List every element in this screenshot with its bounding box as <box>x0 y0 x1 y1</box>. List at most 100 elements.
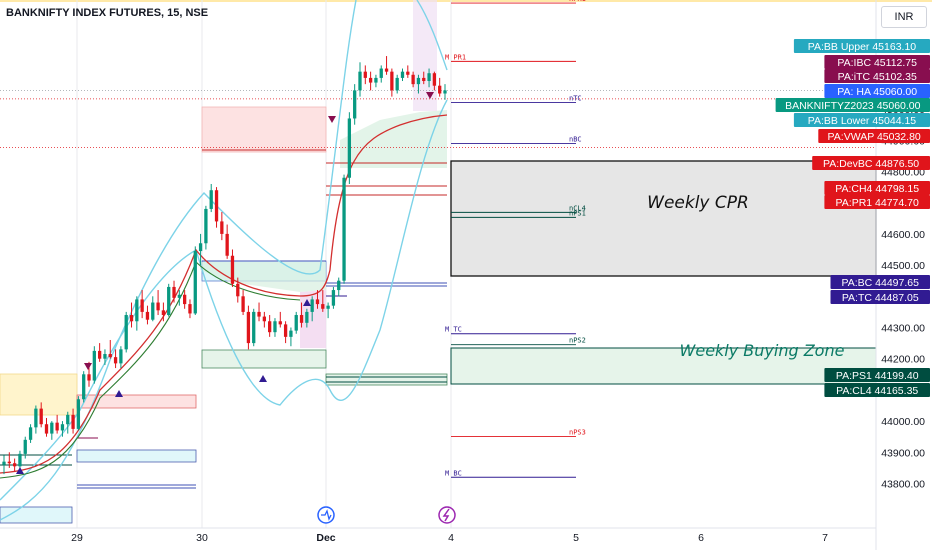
price-tag[interactable] <box>775 98 930 112</box>
candle-body[interactable] <box>113 357 118 364</box>
candle-body[interactable] <box>395 77 399 91</box>
candle-body[interactable] <box>7 461 11 464</box>
candle-body[interactable] <box>12 463 17 467</box>
candle-body[interactable] <box>34 408 38 428</box>
candle-body[interactable] <box>331 290 336 306</box>
candle-body[interactable] <box>193 251 197 314</box>
candle-body[interactable] <box>368 77 373 83</box>
price-tag[interactable] <box>824 84 930 98</box>
candle-body[interactable] <box>390 71 394 91</box>
candle-body[interactable] <box>432 73 437 86</box>
candle-body[interactable] <box>310 299 314 312</box>
candle-body[interactable] <box>374 77 378 83</box>
candle-body[interactable] <box>416 77 421 85</box>
candle-body[interactable] <box>66 414 70 425</box>
price-tag[interactable] <box>818 129 930 143</box>
candle-body[interactable] <box>44 424 49 434</box>
price-tag[interactable] <box>793 39 930 53</box>
candle-body[interactable] <box>76 399 81 429</box>
price-tag[interactable] <box>824 195 930 209</box>
candle-body[interactable] <box>50 422 54 434</box>
candle-body[interactable] <box>119 349 123 364</box>
candle-body[interactable] <box>268 321 272 333</box>
candle-body[interactable] <box>129 315 134 322</box>
candle-body[interactable] <box>183 294 187 305</box>
candle-body[interactable] <box>220 221 224 234</box>
candle-body[interactable] <box>273 321 277 333</box>
candle-body[interactable] <box>241 296 245 312</box>
candle-body[interactable] <box>97 350 102 359</box>
candle-body[interactable] <box>204 208 208 244</box>
candle-body[interactable] <box>92 350 96 381</box>
candle-body[interactable] <box>71 414 75 429</box>
candle-body[interactable] <box>151 302 155 320</box>
price-tag[interactable] <box>824 368 930 382</box>
candle-body[interactable] <box>236 283 240 297</box>
candle-body[interactable] <box>82 374 86 400</box>
candle-body[interactable] <box>257 311 261 317</box>
price-tag[interactable] <box>830 275 931 289</box>
price-tag[interactable] <box>824 69 930 83</box>
candle-body[interactable] <box>443 90 447 94</box>
candle-body[interactable] <box>103 354 107 359</box>
candle-body[interactable] <box>438 85 442 94</box>
candle-body[interactable] <box>230 255 235 284</box>
candle-body[interactable] <box>140 299 144 312</box>
candle-body[interactable] <box>188 304 192 314</box>
candle-body[interactable] <box>321 304 325 309</box>
candle-body[interactable] <box>262 316 266 322</box>
candle-body[interactable] <box>411 74 415 85</box>
candle-body[interactable] <box>161 310 166 316</box>
price-tag[interactable] <box>812 156 930 170</box>
candle-body[interactable] <box>384 68 389 72</box>
candle-body[interactable] <box>305 311 309 323</box>
candle-body[interactable] <box>145 311 150 320</box>
price-tag[interactable] <box>793 113 930 127</box>
event-icon[interactable] <box>317 506 335 524</box>
candle-body[interactable] <box>326 305 330 309</box>
candle-body[interactable] <box>342 177 346 281</box>
candle-body[interactable] <box>358 71 362 91</box>
candle-body[interactable] <box>252 311 256 344</box>
price-tag[interactable] <box>830 290 931 304</box>
candle-body[interactable] <box>294 315 298 331</box>
candle-body[interactable] <box>209 190 213 209</box>
candle-body[interactable] <box>315 299 320 305</box>
candle-body[interactable] <box>379 68 383 78</box>
candle-body[interactable] <box>278 321 282 325</box>
currency-button[interactable]: INR <box>881 6 927 28</box>
candle-body[interactable] <box>347 118 352 178</box>
candle-body[interactable] <box>124 315 128 350</box>
candle-body[interactable] <box>108 354 112 358</box>
candle-body[interactable] <box>39 408 43 425</box>
candle-body[interactable] <box>363 71 367 78</box>
candle-body[interactable] <box>225 233 229 256</box>
candle-body[interactable] <box>400 71 405 78</box>
candle-body[interactable] <box>172 286 176 298</box>
candle-body[interactable] <box>289 330 293 337</box>
candle-body[interactable] <box>214 190 219 222</box>
candle-body[interactable] <box>55 422 59 431</box>
candle-body[interactable] <box>246 311 251 344</box>
candle-body[interactable] <box>2 461 6 465</box>
candle-body[interactable] <box>427 73 431 82</box>
candle-body[interactable] <box>135 299 139 322</box>
price-tag[interactable] <box>824 181 930 195</box>
candle-body[interactable] <box>198 243 203 252</box>
candle-body[interactable] <box>18 453 22 467</box>
candle-body[interactable] <box>177 294 181 298</box>
candle-body[interactable] <box>28 427 33 440</box>
candle-body[interactable] <box>60 424 65 431</box>
price-tag[interactable] <box>824 383 930 397</box>
candle-body[interactable] <box>422 77 426 82</box>
price-tag[interactable] <box>824 55 930 69</box>
event-icon[interactable] <box>438 506 456 524</box>
candle-body[interactable] <box>283 324 288 337</box>
candle-body[interactable] <box>353 90 357 119</box>
candle-body[interactable] <box>167 286 171 316</box>
candle-body[interactable] <box>156 302 160 311</box>
candle-body[interactable] <box>87 374 91 381</box>
candle-body[interactable] <box>337 280 341 291</box>
candle-body[interactable] <box>23 439 27 454</box>
